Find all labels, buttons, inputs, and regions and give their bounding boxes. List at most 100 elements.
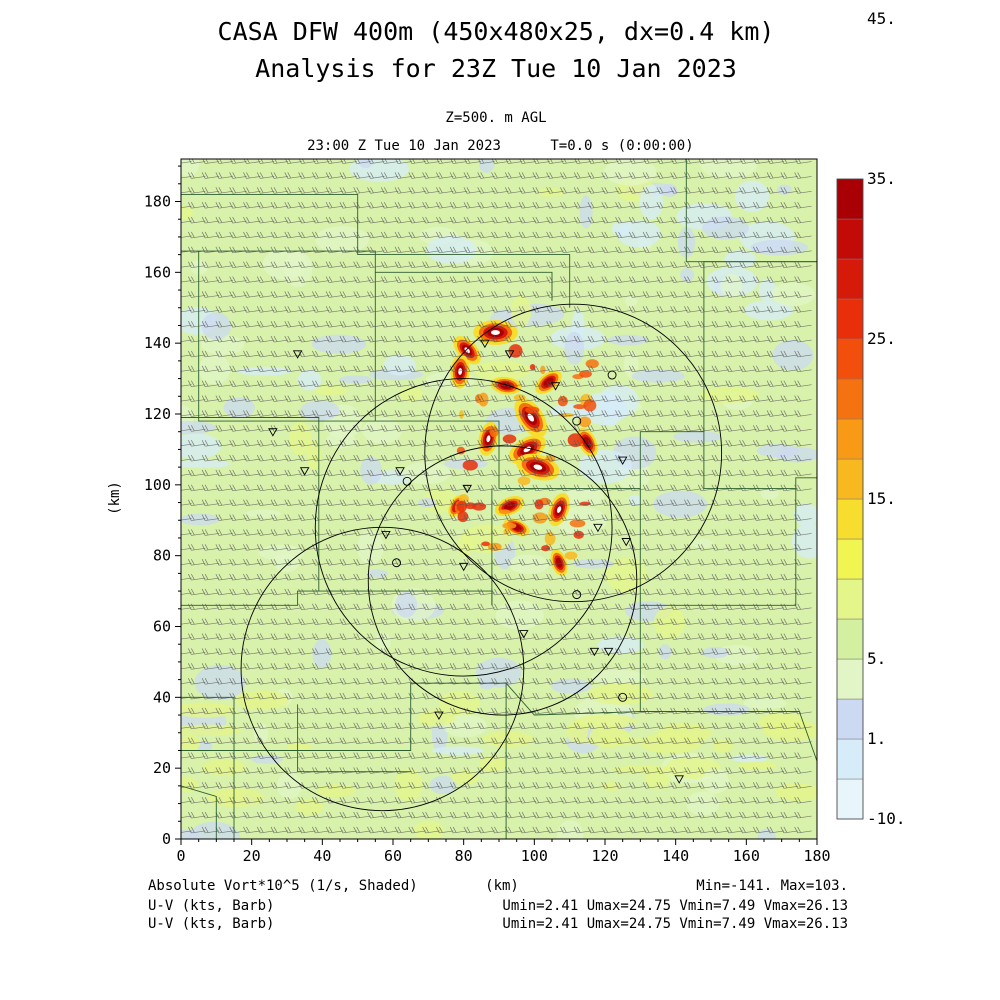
site-marker [434, 711, 444, 720]
wind-barb [725, 618, 743, 626]
wind-barb [243, 350, 261, 358]
wind-barb [422, 558, 440, 566]
wind-barb [394, 782, 413, 789]
wind-barb [711, 707, 730, 715]
wind-barb [256, 201, 275, 209]
wind-barb [270, 380, 289, 388]
wind-barb [601, 692, 619, 700]
wind-barb [422, 767, 440, 774]
wind-barb [367, 350, 385, 358]
wind-barb [642, 544, 661, 551]
wind-barb [491, 633, 509, 640]
wind-barb [670, 261, 688, 269]
wind-barb [181, 176, 192, 179]
wind-barb [298, 752, 316, 759]
wind-barb [449, 826, 468, 834]
wind-barb [518, 737, 537, 745]
wind-barb [573, 633, 592, 640]
wind-barb [518, 618, 537, 626]
wind-barb [766, 291, 785, 298]
wind-barb [284, 692, 302, 700]
level-label: Z=500. m AGL [445, 110, 546, 126]
wind-barb [256, 484, 275, 492]
wind-barb [353, 276, 371, 283]
wind-barb [463, 172, 481, 179]
wind-barb [284, 439, 302, 447]
wind-barb [243, 767, 261, 774]
wind-barb [601, 603, 619, 611]
wind-barb [312, 558, 330, 566]
wind-barb [449, 469, 468, 477]
wind-barb [752, 276, 771, 283]
wind-barb [780, 216, 798, 224]
wind-barb [532, 425, 550, 432]
wind-barb [256, 306, 275, 313]
wind-barb [642, 767, 661, 774]
colorbar-swatch [836, 298, 864, 340]
wind-barb [656, 618, 674, 626]
wind-barb [518, 529, 537, 536]
wind-barb [656, 231, 674, 239]
colorbar-swatch [836, 618, 864, 660]
wind-barb [463, 722, 481, 730]
wind-barb [587, 484, 605, 492]
wind-barb [181, 815, 192, 818]
wind-barb [697, 782, 716, 789]
wind-barb [367, 722, 385, 730]
wind-barb [201, 588, 220, 596]
wind-barb [353, 484, 371, 492]
wind-barb [477, 365, 495, 373]
wind-barb [725, 201, 743, 209]
wind-barb [656, 425, 674, 432]
wind-barb [201, 469, 220, 477]
wind-barb [601, 246, 619, 254]
wind-barb [422, 246, 440, 254]
wind-barb [780, 350, 798, 358]
wind-barb [325, 291, 344, 298]
wind-barb [725, 291, 743, 298]
wind-barb [739, 648, 757, 655]
wind-barb [201, 187, 220, 194]
wind-barb [408, 811, 426, 819]
wind-barb [450, 159, 468, 164]
background-patch [258, 544, 305, 561]
wind-barb [353, 633, 371, 640]
wind-barb [766, 425, 785, 432]
wind-barb [215, 306, 233, 313]
wind-barb [408, 425, 426, 432]
wind-barb [325, 216, 344, 224]
wind-barb [477, 246, 495, 254]
wind-barb [215, 439, 233, 447]
wind-barb [270, 782, 289, 789]
wind-barb [670, 454, 688, 462]
wind-barb [602, 159, 619, 164]
wind-barb [656, 291, 674, 298]
x-tick-label: 40 [313, 847, 331, 865]
wind-barb [256, 454, 275, 462]
wind-barb [656, 410, 674, 417]
wind-barb [394, 692, 413, 700]
site-marker [458, 562, 469, 572]
wind-barb [518, 365, 537, 373]
title-line1: CASA DFW 400m (450x480x25, dx=0.4 km) [218, 17, 775, 46]
minmax-label: Min=-141. Max=103. [696, 878, 848, 894]
wind-barb [573, 499, 592, 507]
wind-barb [284, 484, 302, 492]
vorticity-maximum [535, 370, 562, 394]
wind-barb [573, 767, 592, 774]
wind-barb [181, 220, 192, 223]
wind-barb [587, 633, 605, 640]
wind-barb [532, 439, 550, 447]
time-label: 23:00 Z Tue 10 Jan 2023 [307, 138, 501, 154]
wind-barb [436, 187, 454, 194]
background-patch [398, 386, 423, 402]
wind-barb [766, 469, 785, 477]
wind-barb [339, 573, 357, 581]
wind-barb [325, 796, 344, 804]
background-patch [686, 791, 720, 816]
wind-barb [298, 707, 316, 715]
wind-barb [256, 499, 275, 507]
wind-barb [408, 796, 426, 804]
wind-barb [725, 811, 743, 819]
wind-barb [504, 648, 523, 655]
